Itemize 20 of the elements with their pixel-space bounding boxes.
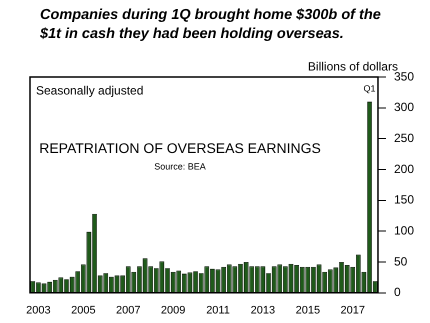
y-tick-label: 200 <box>394 162 414 176</box>
y-tick-label: 300 <box>394 100 414 114</box>
annotation: Seasonally adjusted <box>36 83 144 98</box>
y-tick-label: 150 <box>394 192 414 207</box>
x-tick-label: 2011 <box>206 304 230 316</box>
annotation: Source: BEA <box>154 161 206 172</box>
x-tick-label: 2003 <box>26 304 51 316</box>
y-tick-label: 100 <box>394 223 414 238</box>
x-tick-label: 2009 <box>160 304 186 316</box>
x-tick-label: 2007 <box>116 304 140 316</box>
annotation: REPATRIATION OF OVERSEAS EARNINGS <box>39 140 321 156</box>
x-tick-label: 2017 <box>340 304 365 316</box>
x-tick-label: 2015 <box>296 304 320 316</box>
x-tick-label: 2005 <box>71 304 96 316</box>
y-tick-label: 50 <box>394 254 408 268</box>
chart-title: Companies during 1Q brought home $300b of the $1t in cash they had been holding overseas. <box>40 6 382 44</box>
x-tick-label: 2013 <box>250 304 276 316</box>
annotation: Q1 <box>364 84 376 94</box>
y-tick-label: 0 <box>394 285 401 300</box>
y-tick-label: 250 <box>394 130 414 145</box>
